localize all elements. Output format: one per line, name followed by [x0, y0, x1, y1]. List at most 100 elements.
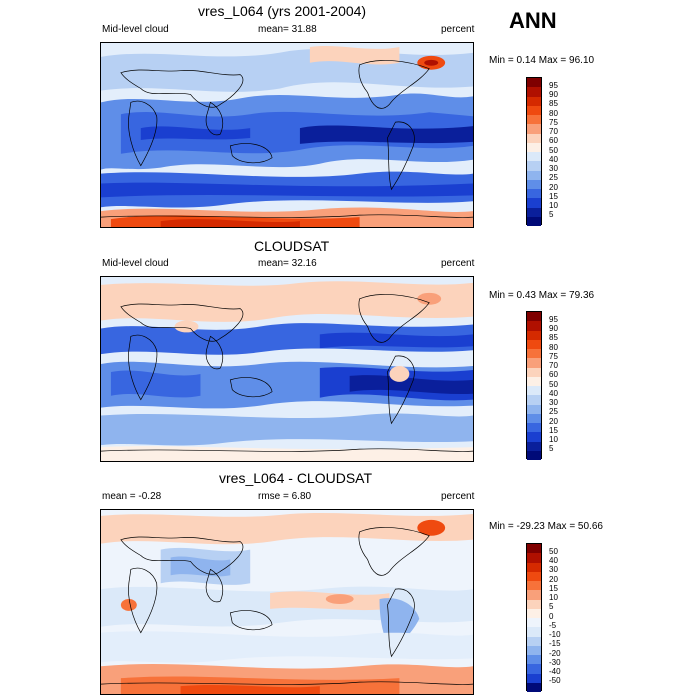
panel-3-units: percent	[441, 491, 475, 502]
panel-2-colorbar-swatch	[527, 376, 541, 386]
panel-3-colorbar-swatch	[527, 599, 541, 609]
panel-2-colorbar-swatch	[527, 441, 541, 451]
panel-3-cbar-label: 10	[549, 593, 558, 602]
panel-3-map-svg	[101, 510, 473, 694]
panel-1-colorbar-swatch	[527, 115, 541, 125]
panel-2-colorbar-swatch	[527, 395, 541, 405]
panel-3-cbar-label: 20	[549, 575, 558, 584]
panel-1-colorbar-swatch	[527, 170, 541, 180]
panel-3-cbar-label: -30	[549, 658, 561, 667]
panel-2-cbar-label: 60	[549, 370, 558, 379]
panel-3-cbar-label: -10	[549, 630, 561, 639]
panel-2-colorbar-swatch	[527, 330, 541, 340]
panel-1-cbar-label: 95	[549, 81, 558, 90]
panel-3-cbar-label: 0	[549, 612, 554, 621]
panel-3-colorbar-swatch	[527, 571, 541, 581]
panel-2-cbar-label: 50	[549, 380, 558, 389]
panel-1-colorbar-swatch	[527, 142, 541, 152]
panel-2-map-svg	[101, 277, 473, 461]
panel-1-mean: mean= 31.88	[258, 24, 317, 35]
panel-2-cbar-label: 20	[549, 417, 558, 426]
panel-3-cbar-label: -15	[549, 639, 561, 648]
panel-1-colorbar-swatch	[527, 216, 541, 226]
panel-2-cbar-label: 85	[549, 333, 558, 342]
panel-3-colorbar-swatch	[527, 544, 541, 554]
panel-3-colorbar-swatch	[527, 673, 541, 683]
panel-3-colorbar-swatch	[527, 664, 541, 674]
panel-2-cbar-label: 80	[549, 343, 558, 352]
panel-2-colorbar-swatch	[527, 349, 541, 359]
panel-3-colorbar-swatch	[527, 562, 541, 572]
panel-2-colorbar	[526, 311, 542, 460]
panel-3-colorbar-swatch	[527, 655, 541, 665]
panel-3-cbar-label: -40	[549, 667, 561, 676]
panel-2-range: Min = 0.43 Max = 79.36	[489, 290, 595, 301]
panel-2-colorbar-swatch	[527, 358, 541, 368]
panel-1-cbar-label: 50	[549, 146, 558, 155]
panel-1-colorbar-swatch	[527, 161, 541, 171]
panel-2-cbar-label: 70	[549, 361, 558, 370]
panel-2-cbar-label: 40	[549, 389, 558, 398]
panel-1-cbar-label: 15	[549, 192, 558, 201]
panel-3-rmse: rmse = 6.80	[258, 491, 312, 502]
panel-1-cbar-label: 5	[549, 210, 554, 219]
panel-1-cbar-label: 40	[549, 155, 558, 164]
panel-1-colorbar-swatch	[527, 179, 541, 189]
panel-1-colorbar-swatch	[527, 152, 541, 162]
panel-3-title: vres_L064 - CLOUDSAT	[219, 470, 373, 486]
panel-1-cbar-label: 90	[549, 90, 558, 99]
panel-2-title: CLOUDSAT	[254, 238, 330, 254]
panel-1-colorbar-swatch	[527, 96, 541, 106]
panel-1-colorbar-swatch	[527, 189, 541, 199]
panel-2-mean: mean= 32.16	[258, 258, 317, 269]
panel-3-colorbar-swatch	[527, 608, 541, 618]
panel-3-colorbar-swatch	[527, 553, 541, 563]
panel-2-colorbar-swatch	[527, 413, 541, 423]
panel-3-colorbar-swatch	[527, 645, 541, 655]
panel-2-cbar-label: 25	[549, 407, 558, 416]
panel-1-cbar-label: 80	[549, 109, 558, 118]
season-label: ANN	[509, 8, 557, 33]
panel-1-colorbar-swatch	[527, 207, 541, 217]
panel-1-cbar-label: 10	[549, 201, 558, 210]
panel-2-colorbar-swatch	[527, 312, 541, 322]
panel-3-colorbar-swatch	[527, 581, 541, 591]
panel-2-colorbar-swatch	[527, 432, 541, 442]
panel-1-colorbar-swatch	[527, 78, 541, 88]
panel-3-cbar-label: -5	[549, 621, 557, 630]
panel-1-variable: Mid-level cloud	[102, 24, 169, 35]
panel-1-colorbar-swatch	[527, 198, 541, 208]
panel-2-cbar-label: 30	[549, 398, 558, 407]
panel-3-cbar-label: 15	[549, 584, 558, 593]
panel-1-cbar-label: 75	[549, 118, 558, 127]
panel-2-cbar-label: 95	[549, 315, 558, 324]
panel-3-cbar-label: -50	[549, 676, 561, 685]
panel-2-colorbar-swatch	[527, 367, 541, 377]
panel-3-cbar-label: 30	[549, 565, 558, 574]
panel-3-mean: mean = -0.28	[102, 491, 162, 502]
panel-2-cbar-label: 10	[549, 435, 558, 444]
panel-1-cbar-label: 20	[549, 183, 558, 192]
panel-3-colorbar-swatch	[527, 627, 541, 637]
panel-2-colorbar-swatch	[527, 404, 541, 414]
panel-1-cbar-label: 60	[549, 136, 558, 145]
panel-2-colorbar-swatch	[527, 423, 541, 433]
panel-1-range: Min = 0.14 Max = 96.10	[489, 55, 595, 66]
panel-1-colorbar-swatch	[527, 124, 541, 134]
panel-1-cbar-label: 85	[549, 99, 558, 108]
panel-3-cbar-label: 50	[549, 547, 558, 556]
panel-1-title: vres_L064 (yrs 2001-2004)	[198, 3, 367, 19]
panel-1-map-svg	[101, 43, 473, 227]
panel-1-map	[100, 42, 474, 228]
panel-2-colorbar-swatch	[527, 450, 541, 460]
panel-1-colorbar-swatch	[527, 87, 541, 97]
panel-3-cbar-label: -20	[549, 649, 561, 658]
panel-2-cbar-label: 90	[549, 324, 558, 333]
panel-3-colorbar-swatch	[527, 682, 541, 692]
panel-2-units: percent	[441, 258, 475, 269]
panel-2-map	[100, 276, 474, 462]
panel-2-cbar-label: 15	[549, 426, 558, 435]
panel-2-colorbar-swatch	[527, 321, 541, 331]
panel-2-cbar-label: 5	[549, 444, 554, 453]
panel-1-colorbar-swatch	[527, 105, 541, 115]
